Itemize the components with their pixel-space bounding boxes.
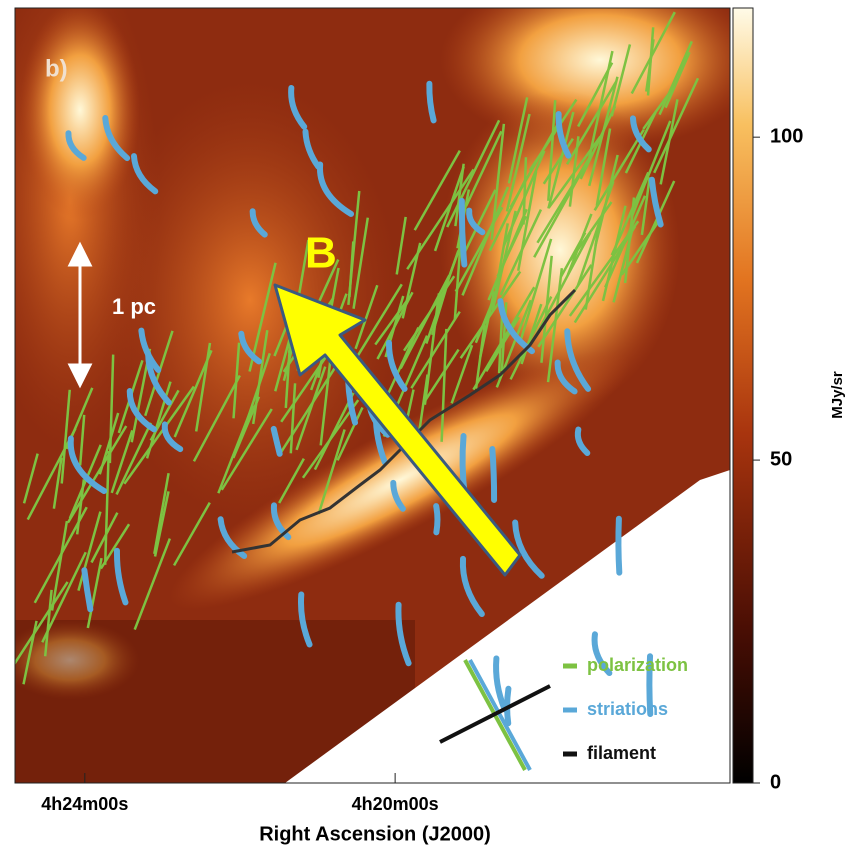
x-tick-label: 4h24m00s (41, 794, 128, 814)
x-tick-label: 4h20m00s (352, 794, 439, 814)
colorbar (733, 8, 753, 783)
scale-label: 1 pc (112, 294, 156, 319)
field-label: B (305, 229, 337, 278)
panel-label: b) (45, 55, 68, 82)
colorbar-tick-label: 50 (770, 448, 792, 470)
striation (462, 201, 465, 265)
colorbar-label: MJy/sr (829, 371, 846, 419)
figure: b) 1 pc B polarization striations filament… (0, 0, 863, 855)
striation (618, 519, 619, 573)
striation (436, 506, 437, 532)
x-axis-label: Right Ascension (J2000) (259, 823, 491, 845)
legend-label: polarization (587, 655, 688, 675)
legend-label: filament (587, 743, 656, 763)
colorbar-tick-label: 0 (770, 771, 781, 793)
striation (492, 449, 494, 500)
legend-label: striations (587, 699, 668, 719)
colorbar-tick-label: 100 (770, 125, 803, 147)
